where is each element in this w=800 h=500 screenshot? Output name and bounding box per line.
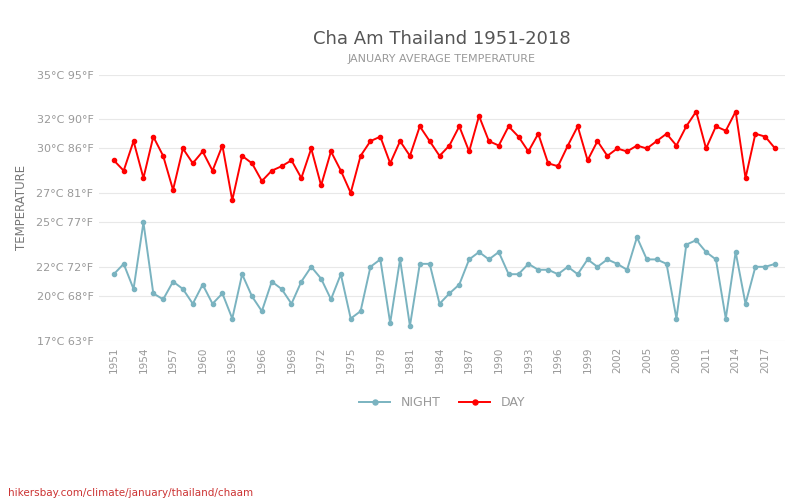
- DAY: [227, 198, 237, 203]
- NIGHT: [573, 271, 582, 277]
- DAY: [721, 128, 730, 134]
- DAY: [563, 142, 573, 148]
- Text: hikersbay.com/climate/january/thailand/chaam: hikersbay.com/climate/january/thailand/c…: [8, 488, 253, 498]
- DAY: [770, 146, 780, 152]
- Text: JANUARY AVERAGE TEMPERATURE: JANUARY AVERAGE TEMPERATURE: [348, 54, 536, 64]
- DAY: [109, 158, 118, 164]
- DAY: [691, 108, 701, 114]
- NIGHT: [721, 316, 730, 322]
- Line: NIGHT: NIGHT: [112, 220, 778, 328]
- DAY: [711, 124, 721, 130]
- NIGHT: [731, 249, 741, 255]
- NIGHT: [109, 271, 118, 277]
- NIGHT: [405, 323, 414, 329]
- NIGHT: [711, 256, 721, 262]
- DAY: [731, 108, 741, 114]
- Y-axis label: TEMPERATURE: TEMPERATURE: [15, 165, 28, 250]
- Line: DAY: DAY: [112, 110, 778, 202]
- NIGHT: [652, 256, 662, 262]
- DAY: [642, 146, 652, 152]
- NIGHT: [602, 256, 612, 262]
- Legend: NIGHT, DAY: NIGHT, DAY: [354, 392, 530, 414]
- Title: Cha Am Thailand 1951-2018: Cha Am Thailand 1951-2018: [313, 30, 571, 48]
- DAY: [593, 138, 602, 144]
- NIGHT: [770, 261, 780, 267]
- NIGHT: [138, 220, 148, 226]
